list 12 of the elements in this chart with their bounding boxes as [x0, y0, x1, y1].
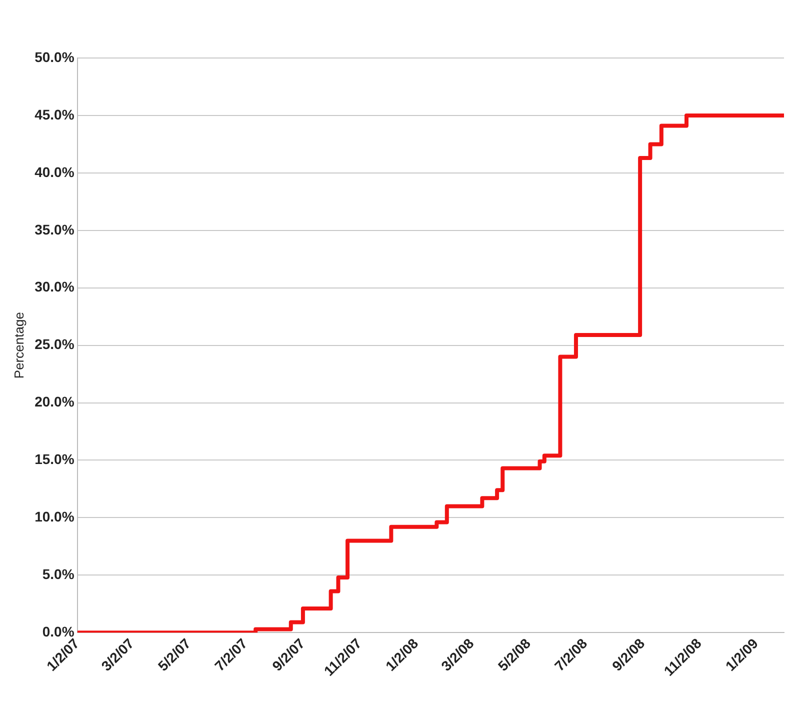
y-tick-label: 45.0%: [34, 106, 75, 122]
y-tick-label: 0.0%: [42, 623, 75, 640]
y-tick-label: 25.0%: [34, 336, 75, 352]
y-tick-label: 5.0%: [42, 566, 75, 582]
y-tick-label: 35.0%: [34, 221, 75, 238]
y-tick-label: 50.0%: [34, 48, 75, 65]
y-axis-title: Percentage: [11, 312, 26, 379]
y-tick-label: 10.0%: [34, 508, 75, 525]
y-tick-label: 20.0%: [34, 394, 75, 410]
y-tick-label: 15.0%: [34, 451, 75, 468]
y-tick-label: 40.0%: [34, 164, 75, 180]
y-tick-label: 30.0%: [34, 278, 75, 295]
